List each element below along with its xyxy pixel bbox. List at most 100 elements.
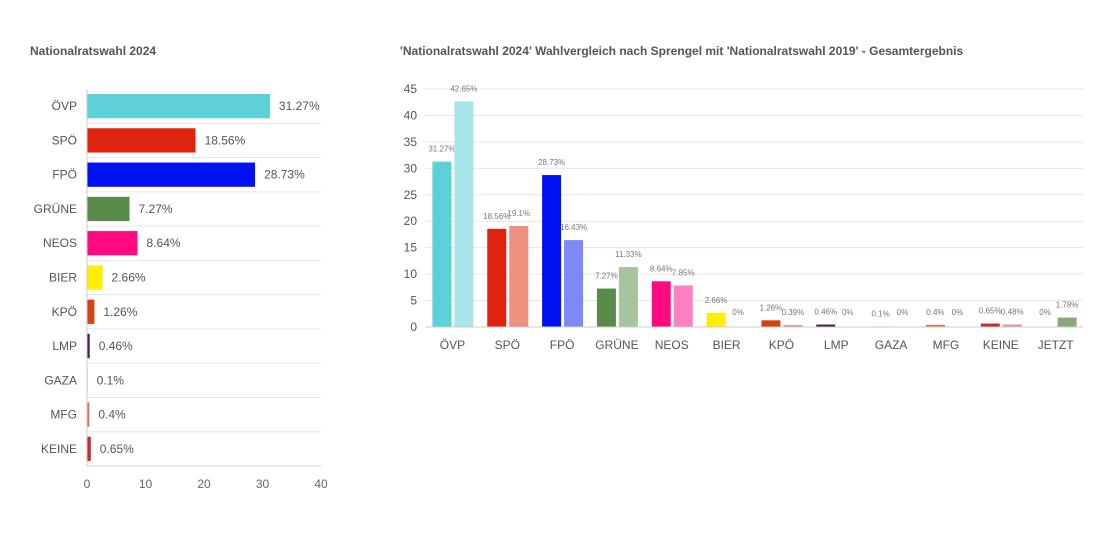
data-label: 18.56%: [483, 212, 510, 221]
category-label: GAZA: [875, 338, 908, 352]
bar: [564, 240, 584, 327]
y-tick-label: 10: [404, 267, 418, 281]
data-label: 19.1%: [507, 209, 530, 218]
category-label: LMP: [824, 338, 849, 352]
category-label: LMP: [52, 339, 77, 353]
category-label: MFG: [933, 338, 960, 352]
data-label: 0.65%: [979, 307, 1002, 316]
data-label: 31.27%: [279, 99, 320, 113]
x-tick-label: 20: [197, 477, 211, 491]
data-label: 0.4%: [98, 408, 126, 422]
data-label: 0.39%: [782, 308, 805, 317]
category-label: SPÖ: [495, 338, 520, 352]
bar: [673, 285, 693, 327]
data-label: 28.73%: [264, 168, 305, 182]
category-label: GRÜNE: [595, 338, 638, 352]
category-label: FPÖ: [52, 168, 77, 182]
data-label: 0%: [897, 308, 909, 317]
bar: [87, 436, 91, 461]
data-label: 1.26%: [103, 305, 137, 319]
data-label: 2.66%: [705, 296, 728, 305]
bar: [87, 231, 138, 256]
data-label: 11.33%: [615, 250, 642, 259]
category-label: ÖVP: [440, 338, 465, 352]
data-label: 18.56%: [205, 133, 246, 147]
bar: [87, 162, 256, 187]
data-label: 0.4%: [926, 308, 944, 317]
data-label: 0%: [952, 308, 964, 317]
bar: [432, 161, 452, 327]
bar: [1057, 317, 1077, 327]
y-tick-label: 45: [404, 82, 418, 96]
data-label: 0.65%: [100, 442, 134, 456]
y-tick-label: 25: [404, 188, 418, 202]
category-label: KEINE: [41, 442, 77, 456]
y-tick-label: 5: [410, 294, 417, 308]
bar: [454, 101, 474, 327]
bar: [87, 196, 130, 222]
data-label: 8.64%: [650, 264, 673, 273]
bar: [596, 288, 616, 327]
bar: [783, 324, 803, 327]
y-tick-label: 20: [404, 214, 418, 228]
data-label: 0.48%: [1001, 307, 1024, 316]
right-chart-title: 'Nationalratswahl 2024' Wahlvergleich na…: [400, 44, 964, 58]
bar: [509, 225, 529, 327]
bar: [761, 320, 781, 327]
data-label: 8.64%: [147, 236, 181, 250]
data-label: 0%: [842, 308, 854, 317]
data-label: 28.73%: [538, 158, 565, 167]
bar: [618, 267, 638, 327]
bar: [651, 281, 671, 327]
data-label: 2.66%: [112, 271, 146, 285]
x-tick-label: 40: [314, 477, 328, 491]
bar: [87, 402, 90, 427]
bar: [487, 228, 507, 327]
data-label: 16.43%: [560, 223, 587, 232]
bar: [925, 324, 945, 327]
category-label: NEOS: [43, 236, 77, 250]
bar: [706, 312, 726, 327]
bar: [87, 299, 95, 324]
category-label: MFG: [50, 408, 77, 422]
category-label: ÖVP: [52, 99, 77, 113]
x-tick-label: 0: [84, 477, 91, 491]
bar: [542, 175, 562, 327]
category-label: GAZA: [44, 373, 77, 387]
bar: [87, 265, 103, 290]
category-label: KEINE: [983, 338, 1019, 352]
data-label: 0.1%: [871, 309, 889, 318]
category-label: NEOS: [655, 338, 689, 352]
category-label: KPÖ: [52, 305, 77, 319]
bar: [87, 333, 90, 359]
data-label: 1.26%: [760, 303, 783, 312]
category-label: BIER: [49, 271, 77, 285]
bar: [87, 94, 270, 119]
data-label: 0%: [732, 308, 744, 317]
category-label: FPÖ: [550, 338, 575, 352]
y-tick-label: 35: [404, 135, 418, 149]
y-tick-label: 40: [404, 108, 418, 122]
data-label: 31.27%: [428, 145, 455, 154]
category-label: BIER: [713, 338, 741, 352]
x-tick-label: 10: [139, 477, 153, 491]
data-label: 7.27%: [139, 202, 173, 216]
y-tick-label: 30: [404, 161, 418, 175]
category-label: JETZT: [1038, 338, 1075, 352]
x-tick-label: 30: [256, 477, 270, 491]
category-label: SPÖ: [52, 133, 77, 147]
data-label: 1.78%: [1056, 301, 1079, 310]
left-chart-title: Nationalratswahl 2024: [30, 44, 157, 58]
bar: [980, 323, 1000, 327]
data-label: 42.65%: [450, 84, 477, 93]
category-label: GRÜNE: [34, 202, 77, 216]
bar: [87, 128, 196, 153]
data-label: 0.46%: [814, 308, 837, 317]
data-label: 0.1%: [97, 373, 125, 387]
data-label: 0%: [1039, 308, 1051, 317]
category-label: KPÖ: [769, 338, 794, 352]
y-tick-label: 0: [410, 320, 417, 334]
data-label: 7.27%: [595, 272, 618, 281]
